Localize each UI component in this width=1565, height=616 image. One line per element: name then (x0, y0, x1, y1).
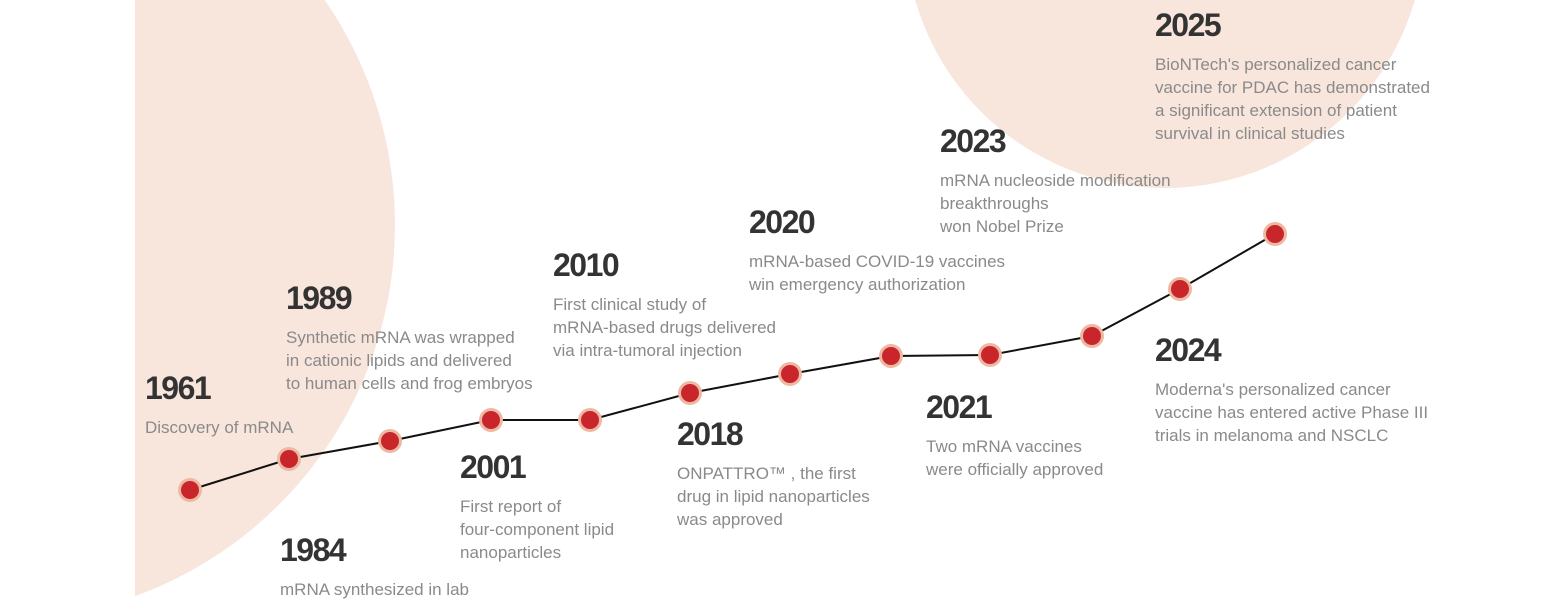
timeline-dot (280, 450, 298, 468)
timeline-dot (681, 384, 699, 402)
event-description: Synthetic mRNA was wrapped in cationic l… (286, 328, 533, 393)
event-2018: 2018 ONPATTRO™ , the first drug in lipid… (677, 418, 870, 531)
timeline-dot (581, 411, 599, 429)
event-description: mRNA synthesized in lab (280, 580, 469, 599)
timeline-dot (981, 346, 999, 364)
event-1961: 1961 Discovery of mRNA (145, 372, 293, 439)
event-year: 2018 (677, 416, 744, 452)
timeline-dot (781, 365, 799, 383)
event-year: 2025 (1155, 7, 1222, 43)
event-year: 2021 (926, 389, 993, 425)
event-year: 1989 (286, 280, 353, 316)
timeline-dot (1266, 225, 1284, 243)
event-description: Moderna's personalized cancer vaccine ha… (1155, 380, 1429, 445)
event-description: ONPATTRO™ , the first drug in lipid nano… (677, 464, 870, 529)
event-description: First report of four-component lipid nan… (460, 497, 615, 562)
event-2001: 2001 First report of four-component lipi… (460, 451, 614, 564)
event-year: 2010 (553, 247, 620, 283)
timeline-dot (1171, 280, 1189, 298)
event-year: 2023 (940, 123, 1007, 159)
event-year: 1961 (145, 370, 212, 406)
event-year: 2001 (460, 449, 527, 485)
event-2010: 2010 First clinical study of mRNA-based … (553, 249, 776, 362)
timeline-dot (882, 347, 900, 365)
timeline (178, 222, 1287, 502)
timeline-dot (482, 411, 500, 429)
timeline-dot (1083, 327, 1101, 345)
event-2025: 2025 BioNTech's personalized cancer vacc… (1155, 9, 1430, 145)
event-description: Discovery of mRNA (145, 418, 294, 437)
event-year: 1984 (280, 532, 347, 568)
timeline-line (189, 233, 1276, 491)
event-1989: 1989 Synthetic mRNA was wrapped in catio… (286, 282, 533, 395)
left-background-circle (135, 0, 395, 597)
right-background-circle (915, 0, 1415, 188)
event-year: 2024 (1155, 332, 1222, 368)
event-1984: 1984 mRNA synthesized in lab (280, 534, 469, 601)
event-description: First clinical study of mRNA-based drugs… (553, 295, 776, 360)
event-2024: 2024 Moderna's personalized cancer vacci… (1155, 334, 1428, 447)
event-2021: 2021 Two mRNA vaccines were officially a… (926, 391, 1103, 481)
timeline-dot (181, 481, 199, 499)
timeline-dot (381, 432, 399, 450)
event-2023: 2023 mRNA nucleoside modification breakt… (940, 125, 1171, 238)
event-description: mRNA-based COVID-19 vaccines win emergen… (749, 252, 1006, 294)
event-description: BioNTech's personalized cancer vaccine f… (1155, 55, 1430, 143)
event-2020: 2020 mRNA-based COVID-19 vaccines win em… (749, 206, 1005, 296)
event-description: mRNA nucleoside modification breakthroug… (940, 171, 1171, 236)
event-year: 2020 (749, 204, 816, 240)
event-description: Two mRNA vaccines were officially approv… (926, 437, 1104, 479)
